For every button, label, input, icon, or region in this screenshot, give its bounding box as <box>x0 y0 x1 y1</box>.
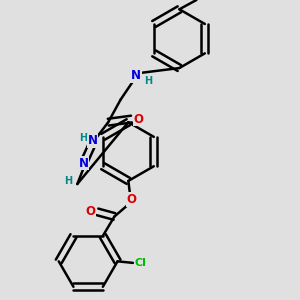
Text: H: H <box>64 176 73 186</box>
Text: Cl: Cl <box>135 258 147 268</box>
Text: O: O <box>85 206 96 218</box>
Text: H: H <box>80 133 88 142</box>
Text: N: N <box>79 157 88 170</box>
Text: O: O <box>126 193 136 206</box>
Text: O: O <box>133 112 143 126</box>
Text: N: N <box>88 134 98 147</box>
Text: N: N <box>131 69 141 82</box>
Text: H: H <box>144 76 152 86</box>
